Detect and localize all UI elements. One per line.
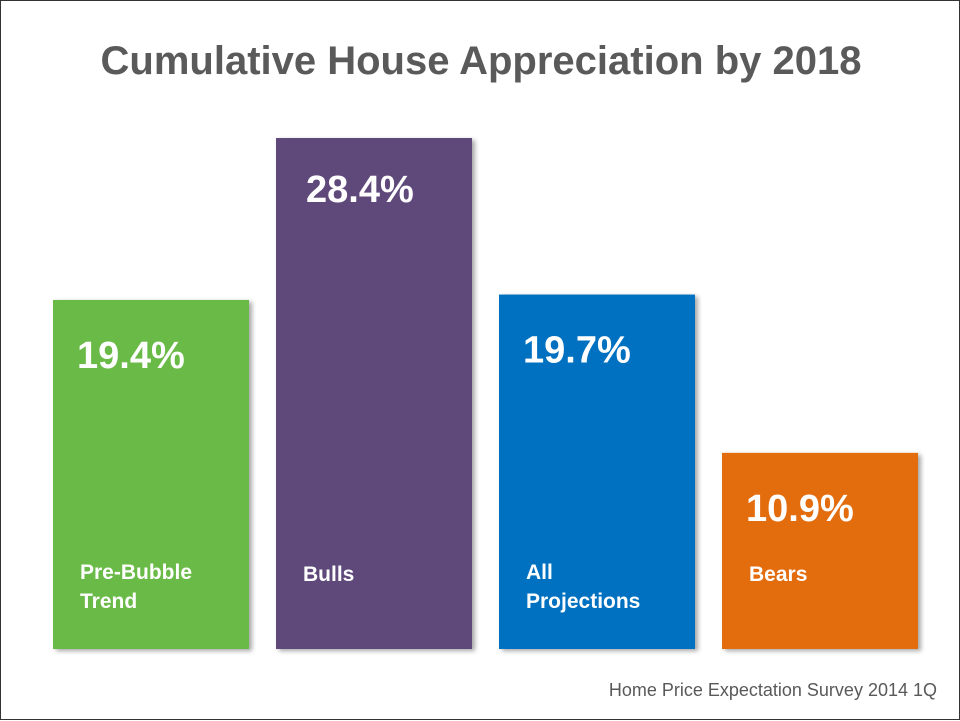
- value-label-all-projections: 19.7%: [523, 330, 631, 372]
- category-label-pre-bubble-trend-line-2: Trend: [80, 590, 137, 613]
- value-label-pre-bubble-trend: 19.4%: [77, 335, 185, 377]
- bar-group-bears: 10.9% Bears: [722, 452, 918, 649]
- chart-title: Cumulative House Appreciation by 2018: [100, 39, 862, 83]
- bar-group-pre-bubble-trend: 19.4% Pre-Bubble Trend: [53, 299, 249, 649]
- category-label-all-projections-line-2: Projections: [526, 590, 640, 613]
- bar-group-all-projections: 19.7% All Projections: [499, 294, 695, 649]
- category-label-all-projections-line-1: All: [526, 561, 553, 584]
- bar-group-bulls: 28.4% Bulls: [276, 138, 472, 649]
- category-label-bears: Bears: [749, 563, 807, 586]
- bar-all-projections: [499, 294, 695, 649]
- bars-layer: 19.4% Pre-Bubble Trend 28.4% Bulls 19.7% All Pr…: [53, 138, 918, 649]
- bar-bears: [722, 452, 918, 649]
- value-label-bears: 10.9%: [746, 488, 854, 530]
- value-label-bulls: 28.4%: [306, 169, 414, 211]
- bar-pre-bubble-trend: [53, 299, 249, 649]
- category-label-bulls: Bulls: [303, 563, 354, 586]
- bar-bulls: [276, 138, 472, 649]
- category-label-pre-bubble-trend-line-1: Pre-Bubble: [80, 561, 192, 584]
- source-note: Home Price Expectation Survey 2014 1Q: [608, 680, 937, 700]
